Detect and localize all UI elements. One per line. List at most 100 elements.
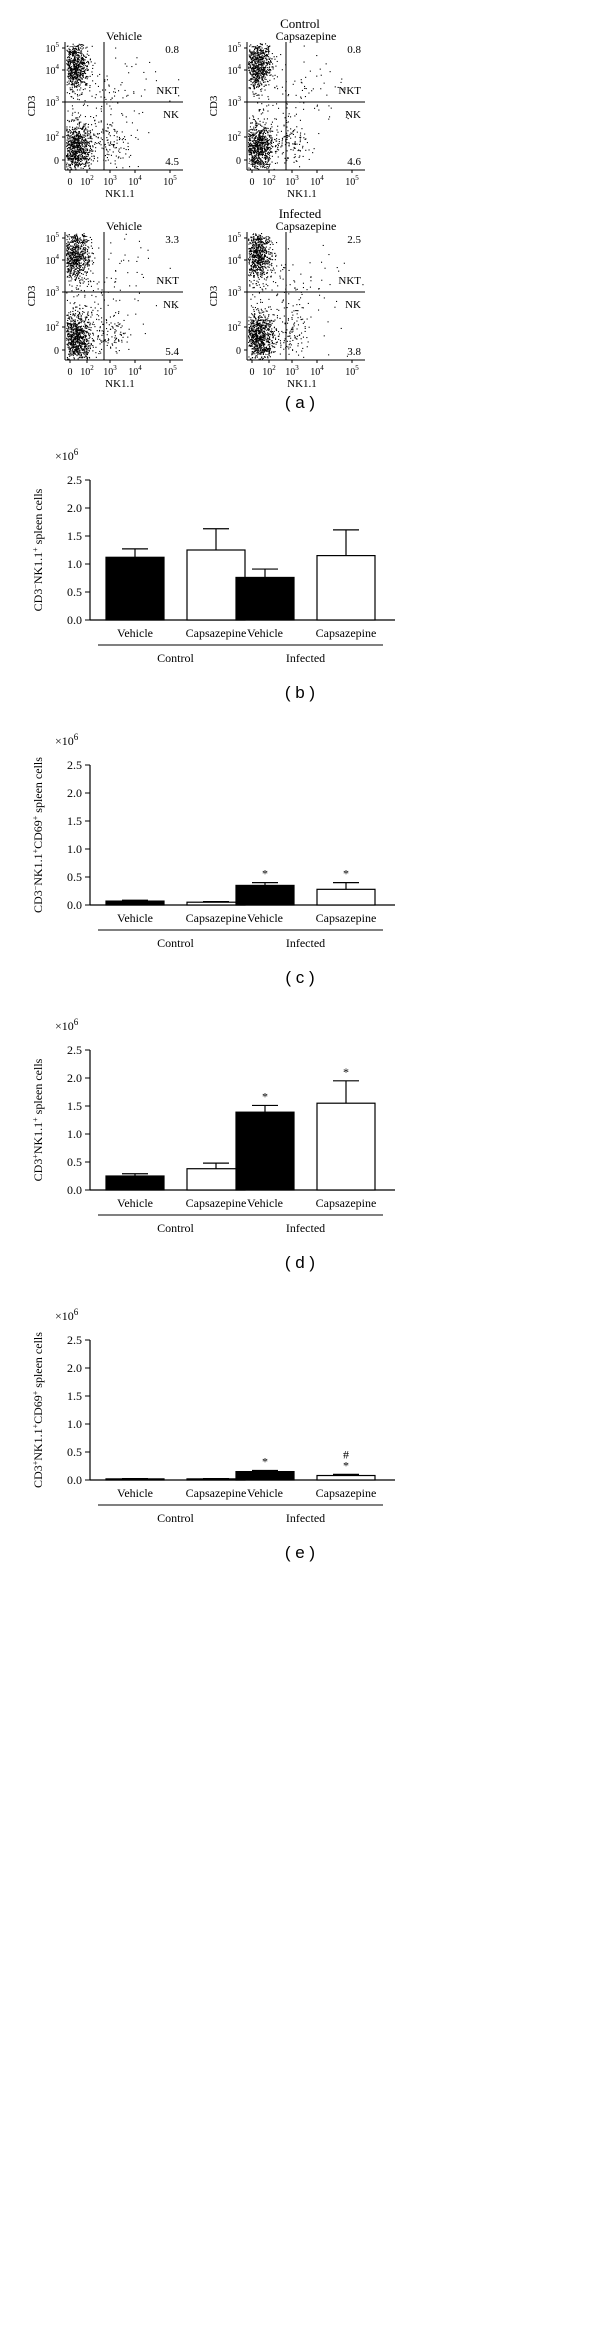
flow-dot (251, 266, 252, 267)
flow-x-tick-label: 104 (128, 364, 142, 378)
flow-dot (82, 127, 83, 128)
flow-dot (87, 251, 88, 252)
flow-dot (81, 52, 82, 53)
flow-dot (79, 344, 80, 345)
flow-dot (92, 338, 93, 339)
flow-dot (83, 256, 84, 257)
flow-dot (79, 314, 80, 315)
flow-dot (97, 283, 98, 284)
flow-dot (318, 133, 319, 134)
flow-dot (81, 263, 82, 264)
flow-dot (74, 264, 75, 265)
flow-y-tick-label: 0 (54, 346, 59, 357)
flow-dot (82, 339, 83, 340)
flow-dot (81, 61, 82, 62)
flow-dot (127, 315, 128, 316)
flow-dot (301, 98, 302, 99)
flow-dot (69, 284, 70, 285)
flow-dot (75, 149, 76, 150)
flow-dot (267, 145, 268, 146)
flow-dot (67, 163, 68, 164)
flow-dot (70, 311, 71, 312)
flow-dot (84, 249, 85, 250)
flow-dot (252, 60, 253, 61)
flow-dot (80, 342, 81, 343)
flow-dot (70, 316, 71, 317)
flow-dot (107, 131, 108, 132)
flow-dot (284, 125, 285, 126)
flow-dot (274, 78, 275, 79)
tick-exp: 5 (56, 41, 60, 49)
flow-dot (85, 136, 86, 137)
flow-dot (85, 133, 86, 134)
flow-dot (169, 101, 170, 102)
flow-dot (265, 77, 266, 78)
flow-dot (253, 133, 254, 134)
flow-dot (78, 143, 79, 144)
flow-dot (303, 102, 304, 103)
flow-dot (68, 84, 69, 85)
flow-dot (66, 135, 67, 136)
flow-dot (90, 132, 91, 133)
flow-dot (138, 166, 139, 167)
flow-dot (250, 140, 251, 141)
flow-dot (71, 325, 72, 326)
flow-y-tick-label: 0 (54, 156, 59, 167)
flow-dot (254, 148, 255, 149)
flow-dot (250, 151, 251, 152)
flow-dot (77, 336, 78, 337)
flow-dot (264, 274, 265, 275)
flow-dot (265, 137, 266, 138)
flow-dot (248, 67, 249, 68)
flow-dot (252, 67, 253, 68)
flow-dot (94, 144, 95, 145)
flow-dot (86, 279, 87, 280)
flow-dot (77, 329, 78, 330)
flow-dot (115, 281, 116, 282)
flow-dot (78, 333, 79, 334)
flow-dot (67, 253, 68, 254)
flow-dot (269, 136, 270, 137)
flow-dot (115, 160, 116, 161)
flow-dot (117, 140, 118, 141)
flow-dot (75, 310, 76, 311)
flow-dot (253, 71, 254, 72)
flow-dot (269, 72, 270, 73)
flow-dot (262, 58, 263, 59)
flow-dot (262, 65, 263, 66)
flow-dot (75, 269, 76, 270)
flow-dot (260, 71, 261, 72)
flow-dot (70, 64, 71, 65)
flow-dot (70, 257, 71, 258)
flow-dot (112, 326, 113, 327)
flow-dot (251, 78, 252, 79)
flow-dot (77, 274, 78, 275)
flow-dot (252, 64, 253, 65)
flow-dot (74, 338, 75, 339)
flow-dot (81, 68, 82, 69)
flow-dot (73, 274, 74, 275)
flow-dot (259, 111, 260, 112)
flow-dot (265, 81, 266, 82)
flow-dot (267, 285, 268, 286)
tick-exp: 3 (295, 174, 299, 182)
flow-dot (290, 128, 291, 129)
flow-dot (262, 139, 263, 140)
flow-dot (91, 61, 92, 62)
flow-dot (265, 136, 266, 137)
flow-dot (89, 133, 90, 134)
flow-dot (86, 142, 87, 143)
flow-dot (260, 81, 261, 82)
flow-dot (269, 135, 270, 136)
flow-dot (335, 86, 336, 87)
tick-exp: 4 (138, 174, 142, 182)
flow-dot (81, 74, 82, 75)
flow-dot (76, 152, 77, 153)
flow-dot (275, 163, 276, 164)
flow-dot (73, 91, 74, 92)
flow-dot (310, 71, 311, 72)
flow-dot (84, 153, 85, 154)
flow-dot (270, 128, 271, 129)
flow-dot (97, 76, 98, 77)
flow-dot (125, 63, 126, 64)
